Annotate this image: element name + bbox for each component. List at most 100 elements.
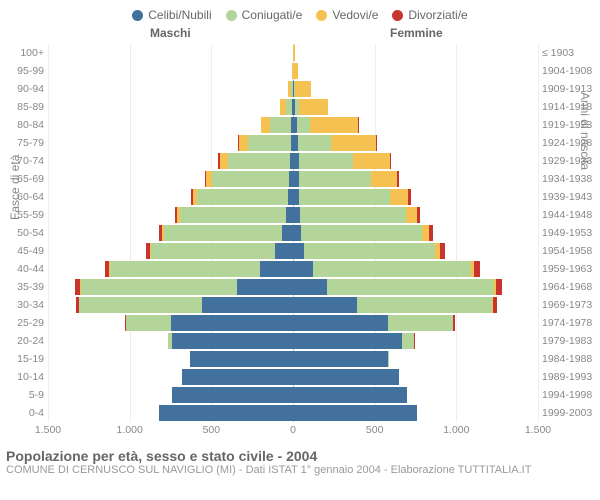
bar-segment: [353, 153, 391, 169]
x-tick: 1.500: [35, 424, 61, 436]
bar-segment: [286, 207, 293, 223]
birth-year-label: 1999-2003: [538, 404, 600, 422]
age-row: 80-841919-1923: [48, 116, 538, 134]
bar-segment: [357, 297, 493, 313]
birth-year-label: 1964-1968: [538, 278, 600, 296]
bar-segment: [304, 243, 435, 259]
female-bar: [293, 45, 538, 61]
age-label: 5-9: [2, 386, 48, 404]
bar-segment: [239, 135, 248, 151]
age-label: 15-19: [2, 350, 48, 368]
age-row: 50-541949-1953: [48, 224, 538, 242]
bar-segment: [402, 333, 413, 349]
bar-segment: [293, 279, 327, 295]
male-bar: [48, 207, 293, 223]
x-tick: 1.000: [117, 424, 143, 436]
bar-segment: [331, 135, 377, 151]
bar-segment: [297, 117, 310, 133]
legend-item: Coniugati/e: [226, 8, 303, 22]
age-row: 20-241979-1983: [48, 332, 538, 350]
age-label: 65-69: [2, 170, 48, 188]
birth-year-label: 1974-1978: [538, 314, 600, 332]
bar-segment: [406, 207, 417, 223]
male-bar: [48, 333, 293, 349]
female-bar: [293, 153, 538, 169]
female-bar: [293, 387, 538, 403]
bar-segment: [237, 279, 293, 295]
bar-segment: [202, 297, 293, 313]
bar-segment: [313, 261, 471, 277]
bar-segment: [293, 63, 298, 79]
bar-segment: [496, 279, 502, 295]
bar-segment: [261, 117, 270, 133]
male-bar: [48, 387, 293, 403]
birth-year-label: 1929-1933: [538, 152, 600, 170]
legend-swatch: [226, 10, 237, 21]
female-bar: [293, 81, 538, 97]
female-bar: [293, 333, 538, 349]
female-bar: [293, 207, 538, 223]
bar-segment: [260, 261, 293, 277]
female-bar: [293, 135, 538, 151]
bar-segment: [453, 315, 454, 331]
bar-segment: [299, 99, 328, 115]
bar-segment: [327, 279, 494, 295]
bar-segment: [440, 243, 445, 259]
age-label: 45-49: [2, 242, 48, 260]
male-header: Maschi: [150, 26, 191, 40]
bar-segment: [182, 369, 293, 385]
bar-segment: [110, 261, 260, 277]
bar-segment: [159, 405, 293, 421]
age-row: 100+≤ 1903: [48, 44, 538, 62]
age-row: 30-341969-1973: [48, 296, 538, 314]
age-label: 95-99: [2, 62, 48, 80]
female-bar: [293, 351, 538, 367]
age-row: 40-441959-1963: [48, 260, 538, 278]
female-bar: [293, 297, 538, 313]
bar-segment: [190, 351, 293, 367]
age-label: 10-14: [2, 368, 48, 386]
female-bar: [293, 117, 538, 133]
age-label: 55-59: [2, 206, 48, 224]
bar-segment: [293, 45, 295, 61]
age-row: 70-741929-1933: [48, 152, 538, 170]
bar-segment: [212, 171, 289, 187]
bar-segment: [397, 171, 399, 187]
male-bar: [48, 171, 293, 187]
age-label: 25-29: [2, 314, 48, 332]
bar-segment: [275, 243, 293, 259]
age-row: 60-641939-1943: [48, 188, 538, 206]
bar-segment: [299, 189, 390, 205]
male-bar: [48, 351, 293, 367]
bar-segment: [81, 279, 238, 295]
birth-year-label: 1944-1948: [538, 206, 600, 224]
age-row: 25-291974-1978: [48, 314, 538, 332]
age-row: 10-141989-1993: [48, 368, 538, 386]
male-bar: [48, 405, 293, 421]
legend-swatch: [132, 10, 143, 21]
bar-segment: [299, 153, 353, 169]
age-label: 20-24: [2, 332, 48, 350]
birth-year-label: 1979-1983: [538, 332, 600, 350]
female-header: Femmine: [390, 26, 443, 40]
birth-year-label: 1989-1993: [538, 368, 600, 386]
age-row: 45-491954-1958: [48, 242, 538, 260]
bar-segment: [293, 387, 407, 403]
bar-segment: [429, 225, 433, 241]
female-bar: [293, 189, 538, 205]
bar-segment: [390, 153, 391, 169]
plot-region: 100+≤ 190395-991904-190890-941909-191385…: [0, 44, 600, 422]
male-bar: [48, 81, 293, 97]
age-label: 60-64: [2, 188, 48, 206]
bar-segment: [422, 225, 429, 241]
bar-segment: [390, 189, 408, 205]
legend-swatch: [392, 10, 403, 21]
male-bar: [48, 279, 293, 295]
bar-segment: [172, 333, 293, 349]
age-label: 85-89: [2, 98, 48, 116]
bar-segment: [270, 117, 291, 133]
male-bar: [48, 225, 293, 241]
bar-segment: [493, 297, 497, 313]
age-label: 40-44: [2, 260, 48, 278]
legend-item: Celibi/Nubili: [132, 8, 211, 22]
